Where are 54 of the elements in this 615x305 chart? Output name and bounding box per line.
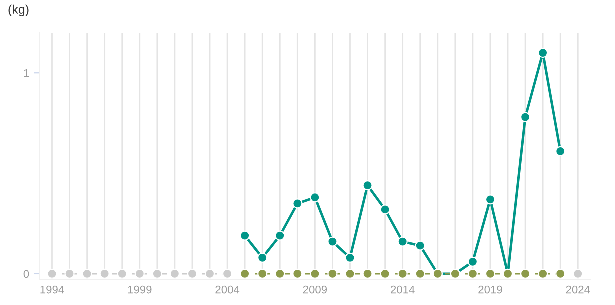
- x-tick-label: 1999: [128, 286, 152, 294]
- point: [398, 236, 408, 247]
- x-tick-label: 2014: [391, 286, 415, 294]
- point: [556, 146, 566, 157]
- point: [258, 268, 268, 280]
- point: [117, 268, 128, 280]
- point: [468, 268, 478, 280]
- point: [362, 268, 373, 280]
- point: [292, 198, 303, 209]
- y-tick-label: 1: [24, 69, 30, 78]
- point: [275, 230, 286, 241]
- point: [258, 252, 268, 263]
- point: [345, 252, 356, 263]
- point: [345, 268, 356, 280]
- x-tick-label: 2004: [216, 286, 240, 294]
- point: [538, 48, 548, 58]
- point: [468, 256, 478, 267]
- point: [222, 268, 233, 280]
- point: [380, 268, 390, 280]
- x-tick-label: 2019: [478, 286, 502, 294]
- point: [415, 268, 426, 280]
- point: [275, 268, 286, 280]
- point: [64, 268, 75, 280]
- x-tick-label: 1994: [40, 286, 64, 294]
- x-tick-label: 2009: [303, 286, 328, 294]
- y-axis-title: (kg): [8, 4, 29, 16]
- point: [362, 180, 373, 191]
- point: [485, 268, 496, 280]
- point: [380, 204, 390, 215]
- point: [328, 236, 338, 247]
- point: [485, 194, 496, 205]
- point: [47, 268, 58, 280]
- y-tick-label: 0: [24, 270, 30, 278]
- point: [100, 268, 110, 280]
- point: [538, 268, 548, 280]
- point: [573, 268, 584, 280]
- point: [310, 192, 320, 203]
- point: [204, 268, 216, 280]
- point: [398, 268, 408, 280]
- point: [152, 268, 162, 280]
- point: [520, 268, 531, 280]
- point: [134, 268, 145, 280]
- point: [240, 268, 250, 280]
- point: [187, 268, 198, 280]
- point: [82, 268, 92, 280]
- point: [310, 268, 320, 280]
- point: [556, 268, 566, 280]
- point: [415, 240, 426, 251]
- point: [328, 268, 338, 280]
- point: [240, 230, 250, 241]
- x-tick-label: 2024: [566, 286, 590, 294]
- point: [170, 268, 180, 280]
- point: [520, 112, 531, 122]
- point: [292, 268, 303, 280]
